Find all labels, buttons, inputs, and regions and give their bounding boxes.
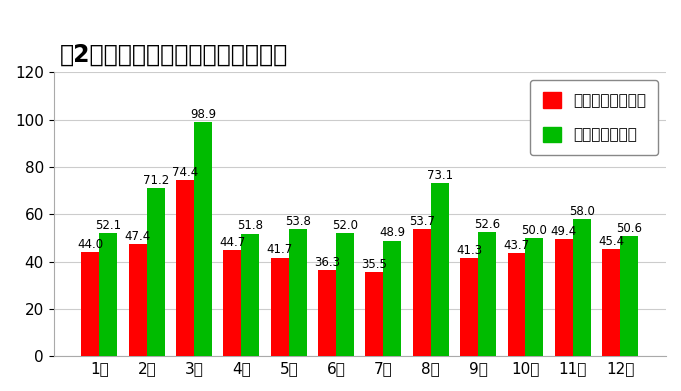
Bar <box>176 180 194 356</box>
Bar <box>223 251 242 356</box>
Text: 50.6: 50.6 <box>616 222 642 235</box>
Bar <box>620 237 638 356</box>
Bar <box>129 244 147 356</box>
Bar <box>99 233 117 356</box>
Text: 35.5: 35.5 <box>362 258 387 271</box>
Bar <box>194 122 212 356</box>
Text: 49.4: 49.4 <box>551 225 577 238</box>
Bar <box>413 229 431 356</box>
Legend: ディズニーランド, ディズニーシー: ディズニーランド, ディズニーシー <box>530 80 659 155</box>
Text: 【2年間】ディズニー月別混雑状況: 【2年間】ディズニー月別混雑状況 <box>60 43 288 67</box>
Bar <box>366 272 383 356</box>
Text: 41.7: 41.7 <box>267 243 293 256</box>
Text: 47.4: 47.4 <box>125 230 151 243</box>
Bar <box>478 232 496 356</box>
Text: 45.4: 45.4 <box>598 235 624 248</box>
Bar <box>431 183 449 356</box>
Text: 51.8: 51.8 <box>238 219 264 233</box>
Text: 71.2: 71.2 <box>142 174 169 187</box>
Text: 73.1: 73.1 <box>427 169 453 182</box>
Bar <box>82 252 99 356</box>
Bar <box>383 240 402 356</box>
Bar <box>602 249 620 356</box>
Text: 52.0: 52.0 <box>332 219 358 232</box>
Text: 53.7: 53.7 <box>409 215 434 228</box>
Bar <box>271 258 289 356</box>
Bar <box>555 239 573 356</box>
Bar <box>242 234 259 356</box>
Text: 52.6: 52.6 <box>474 217 501 231</box>
Text: 44.0: 44.0 <box>78 238 104 251</box>
Text: 41.3: 41.3 <box>456 244 482 257</box>
Text: 53.8: 53.8 <box>285 215 311 228</box>
Text: 58.0: 58.0 <box>569 205 595 218</box>
Bar <box>526 238 543 356</box>
Bar <box>289 229 306 356</box>
Bar <box>147 188 165 356</box>
Text: 52.1: 52.1 <box>95 219 121 232</box>
Text: 50.0: 50.0 <box>522 224 548 237</box>
Bar <box>573 219 591 356</box>
Text: 43.7: 43.7 <box>503 239 530 252</box>
Bar <box>318 270 336 356</box>
Text: 36.3: 36.3 <box>314 256 340 269</box>
Text: 98.9: 98.9 <box>190 108 216 121</box>
Bar <box>507 253 526 356</box>
Text: 44.7: 44.7 <box>219 236 246 249</box>
Bar <box>336 233 354 356</box>
Text: 48.9: 48.9 <box>379 226 405 239</box>
Bar <box>460 258 478 356</box>
Text: 74.4: 74.4 <box>172 166 198 179</box>
